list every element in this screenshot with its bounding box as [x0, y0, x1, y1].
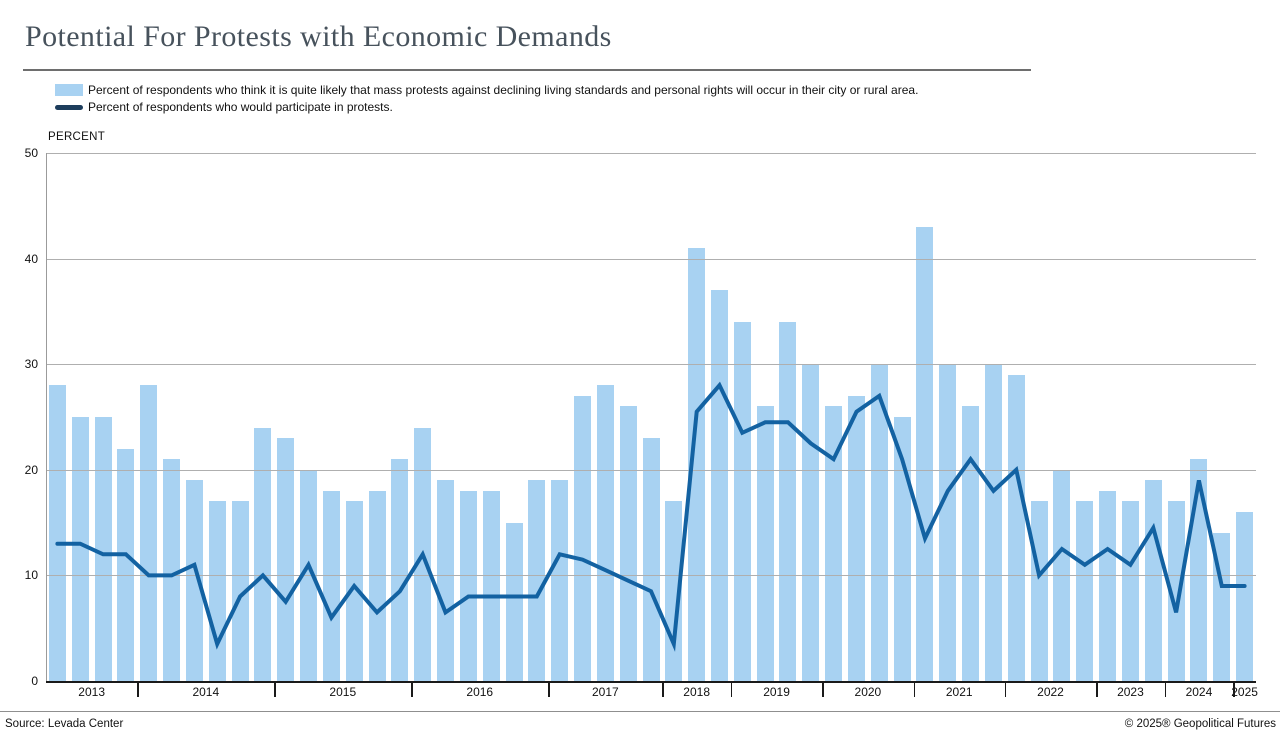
x-axis-year-tick: [822, 681, 824, 697]
footer-divider: [0, 711, 1280, 712]
x-axis-year-tick: [913, 681, 916, 697]
bar: [802, 364, 820, 681]
x-axis-year-tick: [411, 681, 413, 697]
y-axis-tick-label: 30: [24, 357, 38, 372]
bar: [1007, 374, 1025, 681]
gridline: [46, 258, 1256, 260]
x-axis-year-label: 2025: [1231, 685, 1258, 699]
bar: [322, 490, 340, 681]
y-axis-title: PERCENT: [48, 131, 106, 143]
bar: [437, 480, 455, 681]
bar: [1099, 490, 1117, 681]
x-axis-year-tick: [730, 681, 733, 697]
bar: [140, 385, 158, 681]
bar: [163, 459, 181, 681]
bar: [277, 438, 295, 681]
bar: [870, 364, 888, 681]
bar: [847, 395, 865, 681]
bar: [528, 480, 546, 681]
bar: [551, 480, 569, 681]
x-axis-line: [46, 681, 1256, 683]
bar: [779, 321, 797, 681]
x-axis-year-tick: [1096, 681, 1098, 697]
x-axis-year-label: 2021: [945, 685, 973, 699]
bar: [254, 427, 272, 681]
bar: [391, 459, 409, 681]
bar: [1144, 480, 1162, 681]
bar: [94, 417, 112, 681]
x-axis-year-tick: [1004, 681, 1007, 697]
bar: [231, 501, 249, 681]
gridline: [46, 469, 1256, 471]
bar-series-swatch: [55, 84, 83, 96]
x-axis-year-label: 2017: [591, 685, 619, 699]
bar: [688, 248, 706, 681]
y-axis-tick-label: 40: [24, 251, 38, 266]
x-axis-year-label: 2023: [1117, 685, 1144, 699]
bar: [48, 385, 66, 681]
bar: [71, 417, 89, 681]
source-credit: Source: Levada Center: [5, 718, 124, 730]
x-axis-year-label: 2013: [78, 685, 105, 699]
bar: [596, 385, 614, 681]
bar: [345, 501, 363, 681]
bar: [619, 406, 637, 681]
legend-label-bars: Percent of respondents who think it is q…: [88, 83, 919, 97]
bar: [482, 490, 500, 681]
x-axis-year-label: 2019: [763, 685, 790, 699]
x-axis-year-tick: [1233, 681, 1235, 697]
x-axis-year-tick: [548, 681, 550, 697]
bar: [368, 490, 386, 681]
bar: [505, 522, 523, 681]
x-axis-year-label: 2022: [1037, 685, 1064, 699]
x-axis-year-tick: [137, 681, 139, 697]
bar: [893, 417, 911, 681]
y-axis-tick-label: 20: [24, 462, 38, 477]
bar: [939, 364, 957, 681]
bar: [1076, 501, 1094, 681]
x-axis-year-tick: [274, 681, 276, 697]
y-axis-tick-label: 10: [24, 568, 38, 583]
y-axis-tick-label: 0: [31, 674, 38, 688]
y-axis-line: [46, 153, 47, 683]
bar: [1236, 512, 1254, 681]
bar: [459, 490, 477, 681]
page-title: Potential For Protests with Economic Dem…: [25, 20, 612, 53]
bar: [962, 406, 980, 681]
gridline: [46, 364, 1256, 366]
copyright-notice: © 2025® Geopolitical Futures: [1124, 718, 1276, 730]
x-axis-year-tick: [662, 681, 664, 697]
gridline: [46, 153, 1256, 154]
x-axis-year-label: 2016: [466, 685, 494, 699]
participation-trend-line: [55, 381, 1247, 652]
bar: [1121, 501, 1139, 681]
gridline: [46, 575, 1256, 577]
y-axis-tick-label: 50: [24, 146, 38, 160]
x-axis-year-tick: [1164, 681, 1167, 697]
x-axis-year-label: 2024: [1185, 685, 1213, 699]
legend-label-line: Percent of respondents who would partici…: [88, 100, 393, 114]
bar: [756, 406, 774, 681]
bar: [984, 364, 1002, 681]
bar: [1167, 501, 1185, 681]
bar: [117, 448, 135, 681]
bar: [733, 321, 751, 681]
line-series-swatch: [55, 105, 83, 110]
bar: [642, 438, 660, 681]
title-divider: [23, 69, 1031, 71]
x-axis-year-label: 2015: [329, 685, 357, 699]
bar: [916, 226, 934, 681]
x-axis-year-label: 2018: [683, 685, 710, 699]
bar: [574, 395, 591, 681]
bar: [825, 406, 843, 681]
x-axis-year-label: 2020: [854, 685, 882, 699]
x-axis-year-label: 2014: [192, 685, 220, 699]
bar: [185, 480, 203, 681]
